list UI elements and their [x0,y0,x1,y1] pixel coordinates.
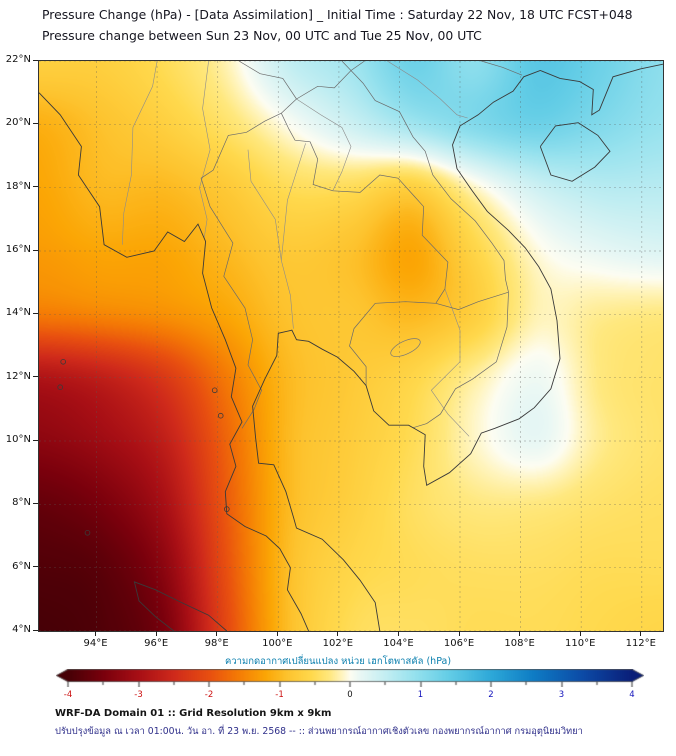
lon-tick-mark [579,631,581,636]
lat-tick-label: 8°N [12,497,31,509]
lat-tick-mark [33,312,38,314]
lon-tick-mark [337,631,339,636]
lat-tick-mark [33,249,38,251]
lat-tick-label: 4°N [12,624,31,635]
colorbar-tick-label: 0 [347,690,353,700]
colorbar-tick-label: 3 [558,690,565,700]
river-line [387,61,468,119]
lon-tick-label: 96°E [144,638,169,649]
small-island-outline [84,529,91,536]
lat-tick-mark [33,439,38,441]
river-line [247,149,294,329]
lon-tick-mark [519,631,521,636]
colorbar-tick-label: 4 [629,690,635,700]
lat-tick-mark [33,376,38,378]
country-border-line [412,292,509,429]
colorbar-tick-label: 2 [488,690,494,700]
chart-subtitle: Pressure change between Sun 23 Nov, 00 U… [42,28,482,43]
lat-tick-mark [33,566,38,568]
colorbar-tick-label: -2 [204,690,214,700]
lat-tick-label: 6°N [12,560,31,572]
country-border-line [435,291,509,310]
lat-tick-label: 20°N [5,117,31,129]
river-line [296,98,352,191]
small-island-outline [57,384,64,391]
lon-tick-label: 110°E [565,638,596,649]
lon-tick-label: 94°E [83,638,108,649]
lon-tick-mark [95,631,97,636]
lon-tick-label: 106°E [443,638,475,649]
coastline [539,122,611,182]
lon-tick-label: 112°E [625,638,656,649]
colorbar-title: ความกดอากาศเปลี่ยนแปลง หน่วย เฮกโตพาสคัล… [224,656,452,667]
river-line [430,288,470,437]
coastline [133,581,228,631]
country-border-line [349,301,436,386]
country-border-line [296,61,365,100]
small-island-outline [224,506,230,512]
colorbar-tick-label: -4 [63,690,73,700]
colorbar [56,669,644,687]
lon-tick-mark [155,631,157,636]
footer-domain-info: WRF-DA Domain 01 :: Grid Resolution 9km … [55,708,332,719]
lat-tick-mark [33,502,38,504]
footer-agency-info: ปรับปรุงข้อมูล ณ เวลา 01:00น. วัน อา. ที… [55,726,583,737]
colorbar-tick-label: -1 [275,690,284,700]
small-island-outline [60,358,67,365]
lon-tick-label: 108°E [504,638,535,649]
lat-tick-mark [33,629,38,631]
tonle-sap-lake-outline [390,338,421,357]
lon-tick-mark [458,631,460,636]
river-line [281,143,306,261]
map-plot-area [38,60,664,632]
small-island-outline [217,412,224,419]
lon-tick-mark [276,631,278,636]
coastline-borders-overlay [39,61,663,631]
colorbar-tick-label: -3 [134,690,143,700]
small-island-outline [211,387,218,394]
river-line [122,61,158,245]
lon-tick-label: 104°E [383,638,414,649]
country-border-line [238,61,297,114]
lat-tick-label: 22°N [5,54,31,65]
lat-tick-mark [33,186,38,188]
lat-tick-label: 10°N [5,434,31,445]
lat-tick-mark [33,59,38,61]
country-border-line [341,61,509,293]
lat-tick-label: 12°N [5,370,31,382]
lon-tick-mark [640,631,642,636]
lon-tick-label: 102°E [322,638,354,649]
lon-tick-label: 100°E [262,638,293,649]
coastline [39,92,310,631]
lat-tick-label: 16°N [5,244,31,255]
country-border-line [481,61,523,76]
lat-tick-label: 18°N [5,180,31,192]
lon-tick-mark [397,631,399,636]
lat-tick-mark [33,122,38,124]
colorbar-tick-label: 1 [417,690,424,700]
coastline [252,63,663,631]
country-border-line [200,112,282,429]
lon-tick-mark [216,631,218,636]
country-border-line [280,113,449,304]
lat-tick-label: 14°N [5,307,31,319]
chart-title: Pressure Change (hPa) - [Data Assimilati… [42,7,633,22]
river-line [199,61,211,239]
lon-tick-label: 98°E [204,638,229,649]
